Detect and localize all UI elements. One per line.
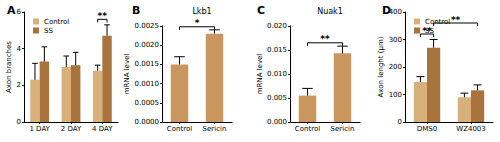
svg-text:**: ** — [451, 15, 461, 25]
svg-text:300: 300 — [389, 36, 402, 44]
svg-text:Nuak1: Nuak1 — [317, 7, 343, 16]
svg-text:0.0000: 0.0000 — [135, 118, 160, 126]
svg-text:Axon lenght (μm): Axon lenght (μm) — [377, 36, 385, 97]
svg-text:0: 0 — [17, 118, 21, 126]
svg-text:0.015: 0.015 — [267, 46, 287, 54]
svg-text:2 DAY: 2 DAY — [61, 125, 82, 133]
svg-text:WZ4003: WZ4003 — [456, 125, 486, 133]
svg-text:**: ** — [98, 11, 108, 21]
svg-text:0.005: 0.005 — [267, 94, 287, 102]
svg-text:Control: Control — [425, 18, 450, 26]
svg-text:0.0005: 0.0005 — [135, 99, 160, 107]
svg-text:0.000: 0.000 — [267, 118, 287, 126]
svg-text:2: 2 — [17, 81, 21, 89]
svg-text:A: A — [7, 4, 16, 17]
svg-text:0.0015: 0.0015 — [135, 60, 160, 68]
svg-text:*: * — [195, 18, 200, 28]
svg-text:Sericin: Sericin — [331, 125, 355, 133]
svg-text:C: C — [257, 4, 265, 17]
svg-text:D: D — [382, 4, 391, 17]
svg-text:0.010: 0.010 — [267, 70, 287, 78]
svg-text:Control: Control — [295, 125, 320, 133]
svg-text:6: 6 — [17, 8, 22, 16]
svg-text:4: 4 — [17, 45, 22, 53]
svg-text:400: 400 — [388, 8, 402, 16]
svg-text:200: 200 — [389, 63, 402, 71]
svg-text:DMS0: DMS0 — [417, 125, 437, 133]
svg-text:0.0020: 0.0020 — [135, 41, 160, 49]
svg-text:Control: Control — [44, 18, 69, 26]
svg-text:B: B — [132, 4, 140, 17]
svg-text:**: ** — [320, 34, 330, 44]
svg-text:Control: Control — [167, 125, 192, 133]
svg-text:0.020: 0.020 — [267, 22, 287, 30]
svg-text:100: 100 — [389, 91, 402, 99]
svg-text:**: ** — [422, 26, 432, 36]
svg-text:mRNA level: mRNA level — [256, 54, 264, 95]
svg-text:0.0010: 0.0010 — [135, 80, 160, 88]
svg-text:Axon branches: Axon branches — [5, 41, 13, 93]
svg-text:1 DAY: 1 DAY — [29, 125, 50, 133]
svg-text:4 DAY: 4 DAY — [92, 125, 113, 133]
svg-text:mRNA level: mRNA level — [123, 54, 131, 95]
svg-text:Sericin: Sericin — [203, 125, 227, 133]
svg-text:0.0025: 0.0025 — [135, 22, 160, 30]
svg-text:Lkb1: Lkb1 — [192, 7, 211, 16]
svg-text:SS: SS — [44, 27, 53, 35]
svg-text:0: 0 — [398, 118, 402, 126]
